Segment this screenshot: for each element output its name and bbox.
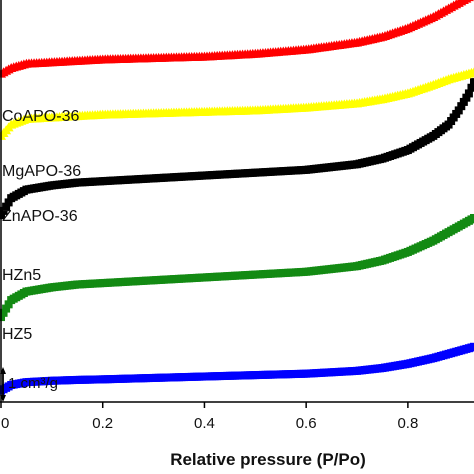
series-label-coapo-36: CoAPO-36	[2, 108, 79, 125]
data-point	[469, 67, 474, 77]
series-label-znapo-36: ZnAPO-36	[2, 208, 78, 225]
series-hz5	[0, 342, 474, 395]
data-point	[470, 342, 474, 351]
data-point	[0, 211, 5, 220]
data-point	[464, 89, 473, 98]
x-tick-label: 0.4	[194, 415, 215, 432]
x-tick-label: 0.2	[92, 415, 113, 432]
series-coapo-36	[0, 0, 474, 78]
series-label-mgapo-36: MgAPO-36	[2, 163, 81, 180]
data-point	[0, 308, 8, 317]
x-tick-label: 0.6	[296, 415, 317, 432]
data-point	[470, 78, 474, 87]
data-point	[467, 83, 474, 92]
data-point	[462, 93, 471, 102]
data-point	[459, 97, 468, 106]
data-point	[0, 313, 5, 322]
data-marks	[0, 0, 474, 395]
series-znapo-36	[0, 78, 474, 220]
series-mgapo-36	[0, 67, 474, 140]
series-label-hz5: HZ5	[2, 326, 32, 343]
series-hzn5	[0, 213, 474, 322]
data-point	[2, 202, 11, 211]
scale-bar-arrow-up	[0, 367, 6, 374]
data-point	[470, 213, 474, 222]
scale-bar-arrow-down	[0, 395, 6, 402]
x-tick-label: 0.8	[397, 415, 418, 432]
series-label-hzn5: HZn5	[2, 267, 41, 284]
scale-bar-label: 1 cm³/g	[8, 375, 58, 392]
data-point	[0, 206, 8, 215]
data-point	[463, 0, 474, 2]
data-point	[4, 300, 13, 309]
x-tick-label: 0	[1, 415, 9, 432]
x-ticks: 0 0.2 0.4 0.6 0.8	[0, 402, 418, 432]
data-point	[454, 106, 463, 115]
data-point	[4, 198, 13, 207]
data-point	[2, 304, 11, 313]
data-point	[457, 102, 466, 111]
x-axis-title: Relative pressure (P/Po)	[170, 450, 366, 469]
